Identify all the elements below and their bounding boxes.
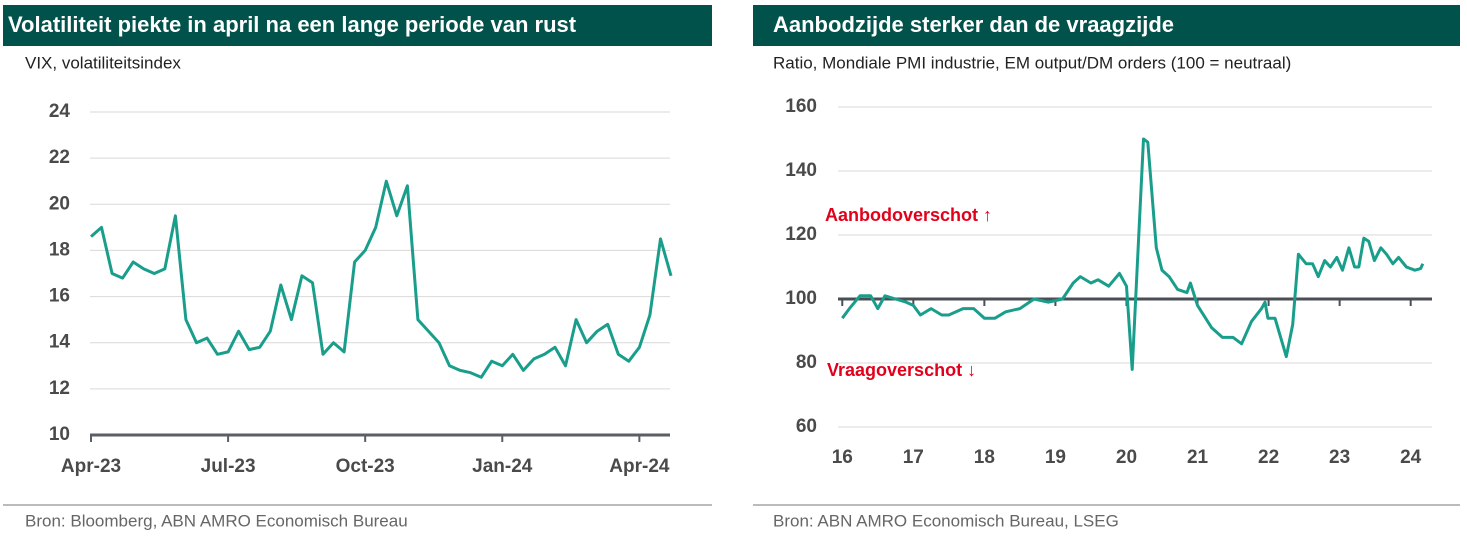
x-tick-label: 18 bbox=[974, 447, 995, 468]
source: Bron: Bloomberg, ABN AMRO Economisch Bur… bbox=[25, 511, 408, 530]
source: Bron: ABN AMRO Economisch Bureau, LSEG bbox=[773, 511, 1119, 530]
chart-title: Volatiliteit piekte in april na een lang… bbox=[8, 12, 577, 37]
y-tick-label: 10 bbox=[49, 424, 70, 445]
y-tick-label: 14 bbox=[49, 332, 71, 353]
y-tick-label: 22 bbox=[49, 147, 70, 168]
y-tick-label: 18 bbox=[49, 239, 70, 260]
x-tick-label: Jan-24 bbox=[472, 456, 533, 477]
x-tick-label: 24 bbox=[1400, 447, 1422, 468]
x-tick-label: 22 bbox=[1258, 447, 1279, 468]
subtitle: Ratio, Mondiale PMI industrie, EM output… bbox=[773, 53, 1291, 72]
y-tick-label: 140 bbox=[785, 160, 817, 181]
data-line bbox=[90, 179, 673, 379]
y-tick-label: 12 bbox=[49, 378, 70, 399]
y-tick-label: 20 bbox=[49, 193, 70, 214]
annotation: Aanbodoverschot ↑ bbox=[825, 205, 992, 225]
x-tick-label: Jul-23 bbox=[201, 456, 256, 477]
y-tick-label: 16 bbox=[49, 286, 70, 307]
y-tick-label: 80 bbox=[796, 352, 817, 373]
x-tick-label: Apr-24 bbox=[609, 456, 670, 477]
x-tick-label: 19 bbox=[1045, 447, 1066, 468]
y-tick-label: 100 bbox=[785, 288, 817, 309]
y-tick-label: 24 bbox=[49, 101, 71, 122]
data-line bbox=[841, 137, 1425, 371]
x-tick-label: Apr-23 bbox=[61, 456, 121, 477]
y-tick-label: 60 bbox=[796, 416, 817, 437]
subtitle: VIX, volatiliteitsindex bbox=[25, 53, 181, 72]
x-tick-label: 21 bbox=[1187, 447, 1209, 468]
annotation: Vraagoverschot ↓ bbox=[827, 360, 976, 380]
x-tick-label: Oct-23 bbox=[336, 456, 395, 477]
chart-title: Aanbodzijde sterker dan de vraagzijde bbox=[773, 12, 1174, 37]
x-tick-label: 17 bbox=[903, 447, 924, 468]
y-tick-label: 160 bbox=[785, 96, 817, 117]
title-bar bbox=[753, 5, 1460, 46]
x-tick-label: 20 bbox=[1116, 447, 1137, 468]
x-tick-label: 16 bbox=[832, 447, 853, 468]
title-bar bbox=[3, 5, 712, 46]
x-tick-label: 23 bbox=[1329, 447, 1350, 468]
y-tick-label: 120 bbox=[785, 224, 817, 245]
